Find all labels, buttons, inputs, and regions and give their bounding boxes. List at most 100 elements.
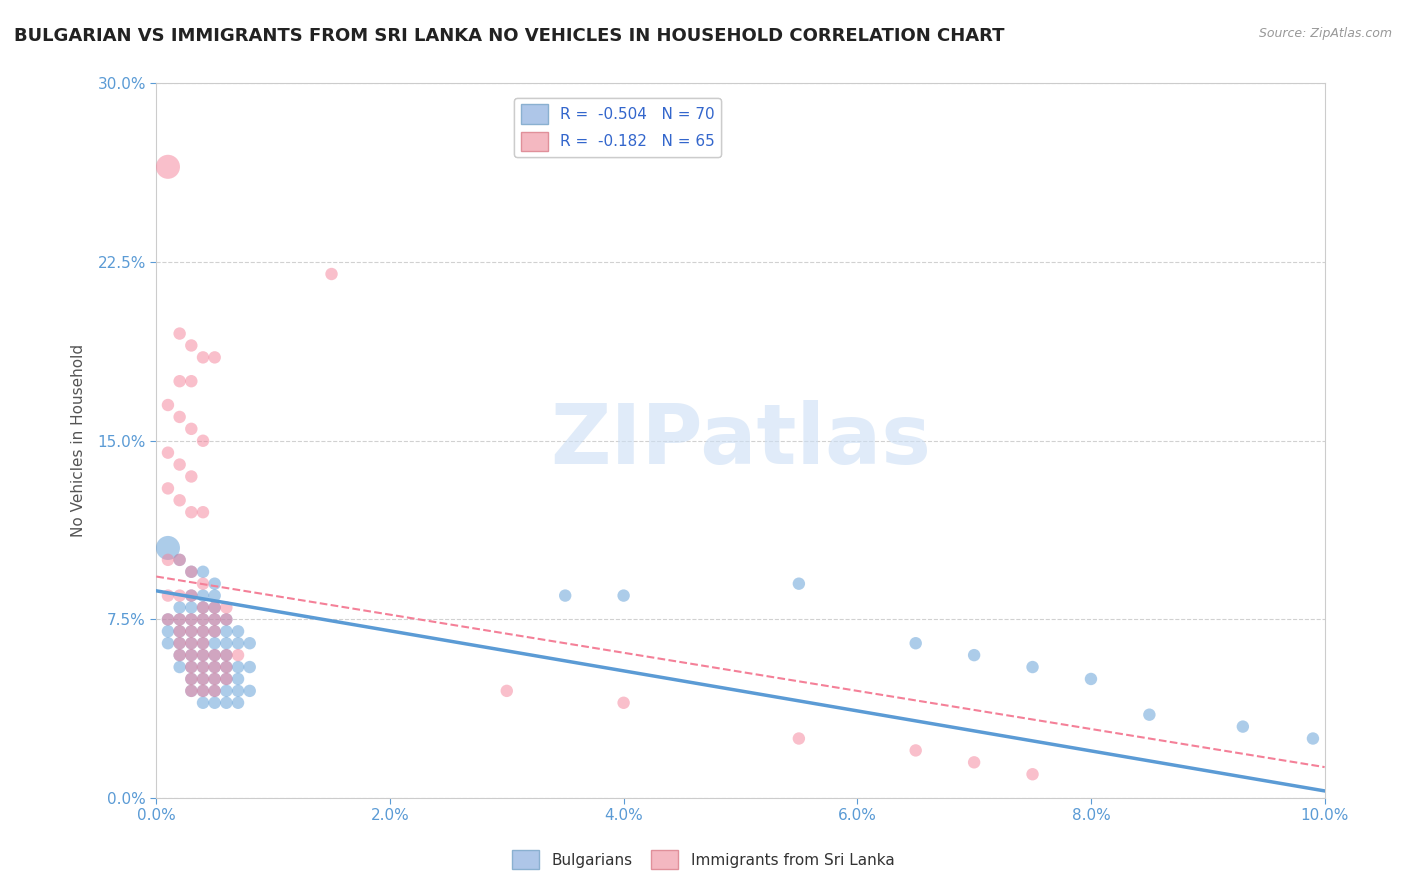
Point — [554, 589, 576, 603]
Point — [191, 434, 214, 448]
Point — [226, 660, 249, 674]
Point — [226, 636, 249, 650]
Point — [191, 600, 214, 615]
Point — [169, 458, 191, 472]
Text: ZIPatlas: ZIPatlas — [550, 401, 931, 482]
Point — [1232, 720, 1254, 734]
Point — [239, 660, 262, 674]
Point — [169, 648, 191, 662]
Point — [215, 696, 238, 710]
Point — [204, 684, 226, 698]
Point — [191, 505, 214, 519]
Point — [904, 636, 927, 650]
Point — [180, 612, 202, 626]
Point — [169, 636, 191, 650]
Point — [204, 660, 226, 674]
Point — [169, 648, 191, 662]
Point — [169, 374, 191, 388]
Point — [239, 636, 262, 650]
Point — [180, 505, 202, 519]
Point — [169, 636, 191, 650]
Point — [963, 648, 986, 662]
Point — [1302, 731, 1324, 746]
Point — [215, 624, 238, 639]
Point — [191, 636, 214, 650]
Point — [169, 553, 191, 567]
Point — [204, 636, 226, 650]
Point — [204, 600, 226, 615]
Point — [180, 374, 202, 388]
Point — [180, 422, 202, 436]
Point — [226, 648, 249, 662]
Point — [204, 612, 226, 626]
Point — [156, 445, 179, 459]
Point — [495, 684, 517, 698]
Point — [180, 636, 202, 650]
Point — [191, 684, 214, 698]
Point — [191, 565, 214, 579]
Point — [180, 660, 202, 674]
Point — [169, 660, 191, 674]
Point — [226, 684, 249, 698]
Point — [191, 624, 214, 639]
Point — [215, 672, 238, 686]
Point — [156, 612, 179, 626]
Point — [156, 482, 179, 496]
Point — [156, 553, 179, 567]
Point — [215, 648, 238, 662]
Point — [180, 648, 202, 662]
Point — [787, 731, 810, 746]
Point — [963, 756, 986, 770]
Point — [191, 660, 214, 674]
Point — [191, 648, 214, 662]
Point — [215, 648, 238, 662]
Point — [156, 589, 179, 603]
Point — [180, 684, 202, 698]
Point — [169, 493, 191, 508]
Point — [169, 612, 191, 626]
Point — [215, 612, 238, 626]
Point — [180, 624, 202, 639]
Point — [204, 648, 226, 662]
Point — [180, 469, 202, 483]
Point — [180, 660, 202, 674]
Point — [1021, 660, 1043, 674]
Point — [204, 660, 226, 674]
Point — [226, 696, 249, 710]
Point — [180, 600, 202, 615]
Point — [191, 576, 214, 591]
Point — [204, 672, 226, 686]
Point — [191, 600, 214, 615]
Point — [215, 612, 238, 626]
Point — [180, 672, 202, 686]
Point — [215, 684, 238, 698]
Point — [169, 624, 191, 639]
Point — [191, 684, 214, 698]
Point — [191, 612, 214, 626]
Y-axis label: No Vehicles in Household: No Vehicles in Household — [72, 344, 86, 537]
Point — [1080, 672, 1102, 686]
Point — [169, 553, 191, 567]
Point — [226, 672, 249, 686]
Point — [239, 684, 262, 698]
Point — [180, 589, 202, 603]
Point — [904, 743, 927, 757]
Point — [215, 672, 238, 686]
Point — [204, 624, 226, 639]
Point — [204, 684, 226, 698]
Point — [204, 589, 226, 603]
Point — [156, 612, 179, 626]
Point — [204, 648, 226, 662]
Point — [204, 672, 226, 686]
Point — [191, 589, 214, 603]
Point — [156, 624, 179, 639]
Point — [169, 612, 191, 626]
Point — [215, 660, 238, 674]
Point — [169, 589, 191, 603]
Point — [191, 672, 214, 686]
Point — [204, 696, 226, 710]
Point — [204, 612, 226, 626]
Point — [180, 612, 202, 626]
Point — [169, 600, 191, 615]
Point — [180, 672, 202, 686]
